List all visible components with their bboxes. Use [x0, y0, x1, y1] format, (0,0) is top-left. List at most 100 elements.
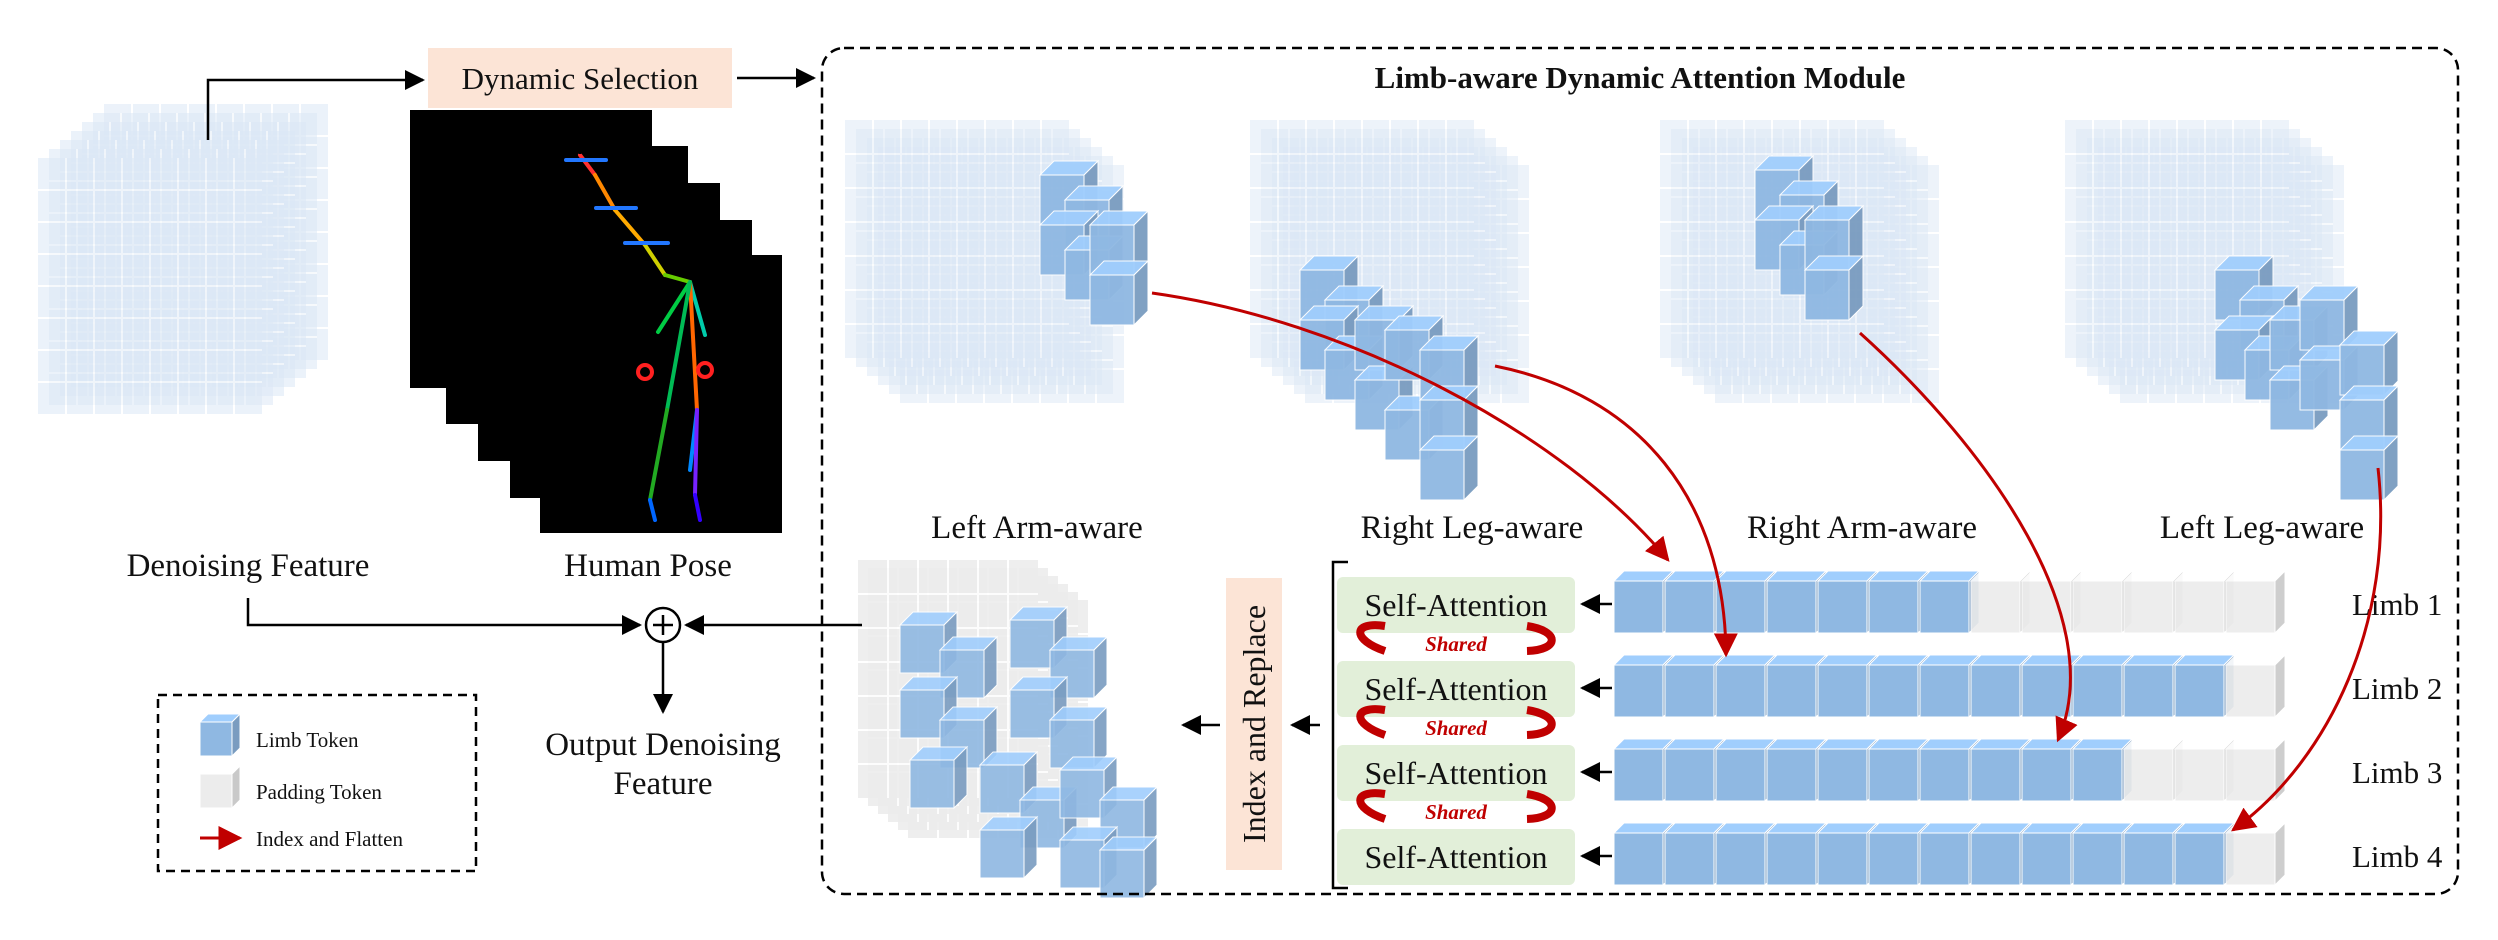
token-sequences-layer [1612, 569, 2287, 887]
padding-token [1969, 569, 2032, 635]
limb-token [2020, 821, 2083, 887]
limb-token [1612, 737, 1675, 803]
limb-token [1816, 821, 1879, 887]
denoising-feature-label: Denoising Feature [127, 548, 370, 584]
padding-token [2122, 737, 2185, 803]
limb-token [2173, 821, 2236, 887]
output-limb-cube [1098, 835, 1159, 900]
feature-to-selection-arrow [206, 70, 425, 140]
svg-text:Self-Attention: Self-Attention [1364, 671, 1547, 707]
limb-token [1867, 821, 1930, 887]
limb-token [1663, 737, 1726, 803]
module-title: Limb-aware Dynamic Attention Module [1375, 60, 1906, 95]
residual-arrow [246, 598, 642, 635]
padding-token [2224, 821, 2287, 887]
limb-token [2020, 737, 2083, 803]
limb-token [1663, 821, 1726, 887]
index-flatten-arrows [1151, 291, 2383, 832]
token-row-1 [1612, 569, 2287, 635]
shared-loop-3: Shared [1356, 789, 1556, 824]
left-leg-aware-volume-limb-cube [2338, 434, 2400, 502]
token-row-3 [1612, 737, 2287, 803]
self-attention-bracket [1331, 560, 1348, 890]
dynamic-selection-box [428, 48, 732, 108]
limb-token [1765, 737, 1828, 803]
limb-token [1714, 821, 1777, 887]
output-limb-cube [978, 815, 1039, 880]
limb-token [1918, 737, 1981, 803]
limb-token [1765, 653, 1828, 719]
limb-token [1918, 821, 1981, 887]
limb-token [1969, 821, 2032, 887]
output-limb-cube [978, 750, 1039, 815]
right-leg-flatten-arrow [1494, 364, 1738, 658]
shared-loop-2: Shared [1356, 705, 1556, 740]
right-leg-aware-label: Right Leg-aware [1361, 510, 1584, 546]
padding-token [2173, 737, 2236, 803]
limb-token [1612, 653, 1675, 719]
limb-token [2071, 821, 2134, 887]
padding-token-icon [198, 764, 242, 810]
limb-2-label: Limb 2 [2352, 671, 2442, 706]
limb-token [1612, 821, 1675, 887]
human-pose-image [410, 110, 782, 533]
limb-token [1867, 653, 1930, 719]
svg-text:Shared: Shared [1425, 800, 1487, 824]
human-pose-label: Human Pose [564, 548, 732, 584]
svg-text:Self-Attention: Self-Attention [1364, 839, 1547, 875]
denoising-feature-volume [38, 104, 328, 414]
limb-3-label: Limb 3 [2352, 755, 2442, 790]
svg-text:Shared: Shared [1425, 716, 1487, 740]
limb-token [2173, 653, 2236, 719]
output-label-line2: Feature [614, 766, 713, 802]
output-limb-cube [1048, 705, 1109, 770]
svg-text:Self-Attention: Self-Attention [1364, 755, 1547, 791]
limb-token [1816, 737, 1879, 803]
left-leg-flatten-arrow [2231, 467, 2383, 832]
padding-token [2122, 569, 2185, 635]
feature-blocks-layer [38, 104, 2400, 900]
right-arm-flatten-arrow [1858, 331, 2078, 743]
left-arm-aware-volume-limb-cube [1088, 259, 1150, 327]
right-leg-aware-volume-limb-cube [1418, 434, 1480, 502]
token-row-2 [1612, 653, 2287, 719]
sum-node-icon [644, 606, 682, 644]
padding-token [2020, 569, 2083, 635]
shared-loop-1: Shared [1356, 621, 1556, 656]
left-arm-aware-volume-slice [845, 120, 1069, 358]
limb-token [1918, 569, 1981, 635]
limb-token [1918, 653, 1981, 719]
limb-token [2020, 653, 2083, 719]
limb-token [1867, 737, 1930, 803]
padding-token [2224, 569, 2287, 635]
limb-token [1816, 653, 1879, 719]
legend-index-flatten: Index and Flatten [256, 827, 403, 851]
pose-skeleton-icon [564, 153, 714, 522]
denoising-feature-volume-slice [38, 158, 262, 414]
limb-token [2071, 737, 2134, 803]
legend-limb-token: Limb Token [256, 728, 359, 752]
limb-token-icon [198, 712, 242, 758]
padding-token [2071, 569, 2134, 635]
legend-limb-cube [198, 712, 242, 758]
right-arm-aware-label: Right Arm-aware [1747, 510, 1977, 546]
self-attention-block-3: Self-Attention [1337, 745, 1575, 801]
output-limb-cube [908, 745, 969, 810]
limb-token [1714, 737, 1777, 803]
svg-text:Self-Attention: Self-Attention [1364, 587, 1547, 623]
legend-padding-token: Padding Token [256, 780, 382, 804]
padding-token [2224, 653, 2287, 719]
index-replace-label: Index and Replace [1236, 605, 1272, 843]
limb-token [2122, 653, 2185, 719]
limb-token [1612, 569, 1675, 635]
legend-box [156, 693, 478, 873]
padding-token [2224, 737, 2287, 803]
limb-token [1714, 653, 1777, 719]
limb-token [1765, 821, 1828, 887]
self-attention-block-4: Self-Attention [1337, 829, 1575, 885]
dynamic-selection-label: Dynamic Selection [462, 61, 699, 96]
left-leg-aware-label: Left Leg-aware [2160, 510, 2364, 546]
left-leg-aware-volume-limb-cube [2338, 329, 2400, 397]
limb-4-label: Limb 4 [2352, 839, 2443, 874]
